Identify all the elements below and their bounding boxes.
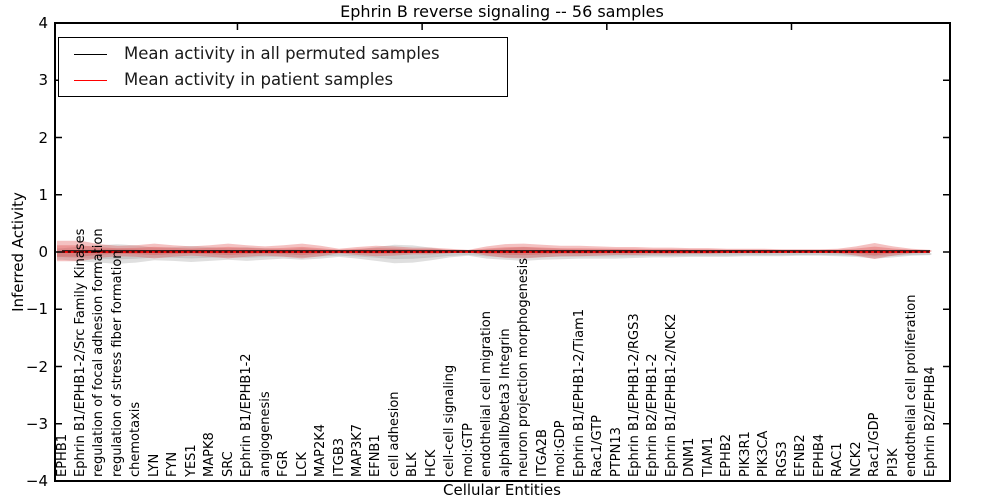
y-tick-label: 3 [38,71,48,90]
category-label: HCK [423,449,439,477]
category-label: Ephrin B1/EPHB1-2/Src Family Kinases [72,228,88,477]
category-label: endothelial cell proliferation [904,294,920,478]
category-label: FYN [165,451,181,477]
category-label: neuron projection morphogenesis [516,258,532,477]
category-label: MAP3K7 [349,423,365,477]
category-label: FGR [276,450,292,477]
category-label: YES1 [183,444,199,477]
category-label: MAP2K4 [313,423,329,477]
category-label: PTPN13 [608,427,624,477]
legend-label-patient: Mean activity in patient samples [124,70,394,89]
y-tick-label: −4 [25,472,48,490]
y-tick-label: 0 [38,243,48,261]
category-label: Ephrin B1/EPHB1-2 [239,353,255,477]
category-label: LCK [294,452,310,477]
category-label: TIAM1 [700,436,716,477]
chart-title: Ephrin B reverse signaling -- 56 samples [340,2,664,21]
y-tick-label: 2 [38,128,48,147]
legend-entry-permuted: Mean activity in all permuted samples [59,42,507,68]
category-label: alphaIIb/beta3 Integrin [497,328,513,477]
x-axis-label: Cellular Entities [443,481,561,499]
category-label: RGS3 [774,441,790,477]
category-label: PI3K [885,448,901,477]
y-tick-label: 1 [38,185,48,204]
category-label: EPHB4 [811,433,827,477]
category-label: Rac1/GTP [590,415,606,477]
category-label: angiogenesis [257,391,273,477]
category-label: EFNB1 [368,434,384,477]
category-label: EPHB2 [719,433,735,477]
category-label: Rac1/GDP [867,412,883,477]
category-label: mol:GDP [553,420,569,477]
category-label: Ephrin B2/EPHB4 [922,366,938,477]
category-label: Ephrin B1/EPHB1-2/NCK2 [663,313,679,477]
category-label: ITGB3 [331,437,347,477]
category-label: regulation of focal adhesion formation [91,228,107,477]
legend-label-permuted: Mean activity in all permuted samples [124,44,440,63]
category-label: Ephrin B1/EPHB1-2/Tiam1 [571,308,587,477]
category-label: mol:GTP [460,423,476,477]
category-label: RAC1 [830,442,846,477]
patient-line-swatch [74,80,107,81]
category-label: DNM1 [682,437,698,477]
category-label: SRC [220,451,236,477]
category-label: ITGA2B [534,429,550,477]
category-label: MAPK8 [202,432,218,477]
legend-box: Mean activity in all permuted samples Me… [58,37,508,97]
category-label: cell adhesion [386,391,402,477]
legend-entry-patient: Mean activity in patient samples [59,68,507,94]
category-label: Ephrin B1/EPHB1-2/RGS3 [627,313,642,477]
y-tick-label: −3 [25,414,48,433]
category-label: Ephrin B2/EPHB1-2 [645,353,661,477]
category-label: EPHB1 [54,433,70,477]
category-label: chemotaxis [128,401,144,477]
y-tick-label: 4 [38,14,48,32]
permuted-line-swatch [74,54,107,55]
category-label: endothelial cell migration [479,311,495,477]
y-tick-label: −2 [25,357,48,376]
category-label: PIK3CA [756,430,772,477]
category-label: regulation of stress fiber formation [109,250,125,477]
category-label: BLK [405,452,421,477]
category-label: cell-cell signaling [442,364,458,477]
category-label: NCK2 [848,441,864,477]
category-label: EFNB2 [793,434,809,477]
category-label: PIK3R1 [737,431,753,477]
category-label: LYN [146,453,162,477]
y-tick-label: −1 [25,300,48,319]
